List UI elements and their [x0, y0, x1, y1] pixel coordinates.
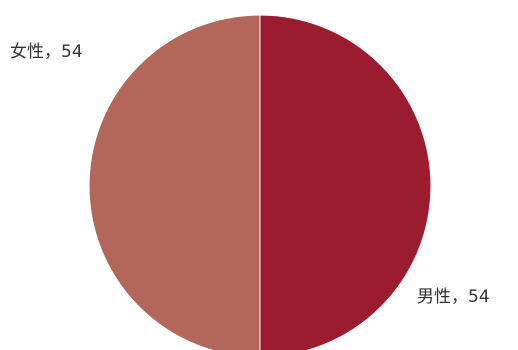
pie-labels: 男性，54 女性，54 — [10, 42, 490, 307]
slice-label-female: 女性，54 — [10, 42, 83, 62]
pie-slice-male — [259, 14, 432, 350]
pie-slices — [88, 14, 432, 350]
slice-label-male: 男性，54 — [417, 287, 490, 307]
pie-slice-female — [88, 14, 261, 350]
